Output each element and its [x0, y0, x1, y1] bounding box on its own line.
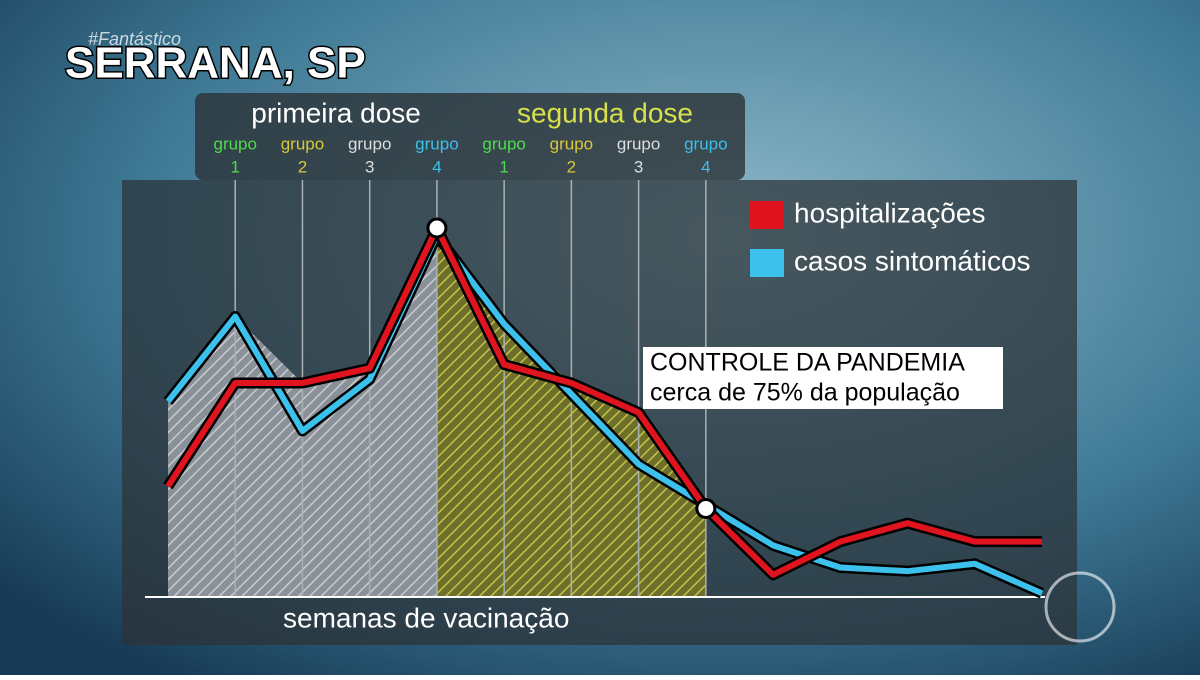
phase-label: segunda dose — [517, 97, 693, 128]
x-tick-prefix: grupo — [415, 134, 458, 153]
legend-label: hospitalizações — [794, 197, 985, 228]
x-tick-prefix: grupo — [550, 134, 593, 153]
phase-label: primeira dose — [251, 97, 421, 128]
x-tick-prefix: grupo — [281, 134, 324, 153]
annotation-text: cerca de 75% da população — [650, 379, 960, 407]
x-tick-prefix: grupo — [348, 134, 391, 153]
header-panel — [195, 93, 745, 180]
x-tick-prefix: grupo — [482, 134, 525, 153]
legend-label: casos sintomáticos — [794, 245, 1031, 276]
x-axis-label: semanas de vacinação — [283, 602, 569, 633]
plot: grupo 1 grupo 2 grupo 3 grupo 4 grupo 1 grupo 2 grup… — [145, 97, 1045, 599]
logo — [1044, 571, 1116, 643]
x-tick-label: 3 — [634, 157, 643, 176]
highlight-marker — [426, 217, 448, 239]
legend-swatch — [750, 249, 784, 277]
legend-swatch — [750, 201, 784, 229]
annotation-title: CONTROLE DA PANDEMIA — [650, 349, 965, 377]
x-tick-label: 4 — [701, 157, 710, 176]
x-tick-label: 2 — [567, 157, 576, 176]
x-tick-label: 1 — [230, 157, 239, 176]
x-tick-label: 2 — [298, 157, 307, 176]
watermark: #Fantástico — [88, 29, 181, 49]
x-tick-prefix: grupo — [213, 134, 256, 153]
x-tick-prefix: grupo — [617, 134, 660, 153]
x-tick-label: 4 — [432, 157, 441, 176]
highlight-marker — [695, 497, 717, 519]
annotation-box — [643, 347, 1003, 409]
line — [165, 225, 1042, 578]
x-tick-label: 1 — [499, 157, 508, 176]
x-tick-prefix: grupo — [684, 134, 727, 153]
line — [165, 232, 1044, 597]
chart-title: SERRANA, SP — [65, 39, 366, 88]
x-tick-label: 3 — [365, 157, 374, 176]
